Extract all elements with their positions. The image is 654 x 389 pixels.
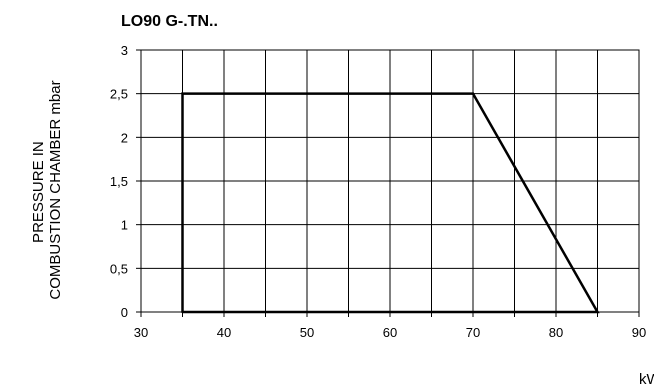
x-tick-label: 50 — [300, 325, 314, 340]
y-tick-label: 1,5 — [110, 174, 128, 189]
series — [181, 92, 600, 314]
data-point — [471, 92, 475, 95]
y-axis-title-line-1: PRESSURE IN — [30, 141, 47, 243]
grid — [140, 49, 640, 313]
x-axis-title: kW — [639, 371, 654, 388]
data-point — [181, 92, 184, 95]
axes — [136, 49, 640, 317]
x-tick-label: 90 — [632, 325, 646, 340]
data-point — [596, 310, 599, 314]
y-axis-title: PRESSURE IN COMBUSTION CHAMBER mbar — [30, 80, 64, 299]
x-tick-label: 30 — [134, 325, 148, 340]
x-tick-label: 80 — [549, 325, 563, 340]
y-axis-title-line-2: COMBUSTION CHAMBER mbar — [47, 80, 64, 299]
y-tick-label: 1 — [121, 218, 128, 233]
y-tick-label: 2,5 — [110, 87, 128, 102]
y-tick-label: 3 — [121, 43, 128, 58]
y-tick-label: 0,5 — [110, 261, 128, 276]
x-tick-label: 40 — [217, 325, 231, 340]
y-tick-label: 2 — [121, 130, 128, 145]
x-tick-label: 70 — [466, 325, 480, 340]
y-tick-label: 0 — [121, 305, 128, 320]
tick-labels: 0 0,5 1 1,5 2 2,5 3 30 40 50 60 70 80 90 — [110, 43, 646, 340]
data-point — [181, 310, 184, 314]
chart-title: LO90 G-.TN.. — [121, 13, 218, 30]
x-tick-label: 60 — [383, 325, 397, 340]
